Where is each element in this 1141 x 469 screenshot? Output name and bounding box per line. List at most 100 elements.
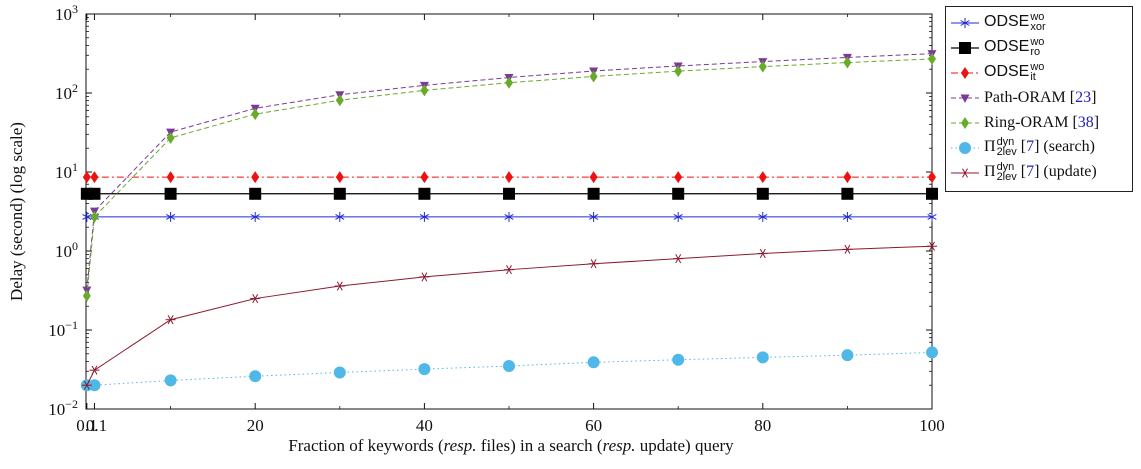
- x-tick-label: 0.1: [76, 416, 97, 435]
- data-point-it: [928, 171, 936, 184]
- legend-marker-ro: [959, 41, 971, 54]
- legend-marker-pi_search: [959, 141, 971, 154]
- data-point-xor: [673, 211, 683, 222]
- data-point-pi_update: [81, 380, 92, 390]
- data-point-xor: [250, 211, 260, 222]
- data-point-pi_search: [333, 366, 346, 379]
- data-point-pi_search: [88, 379, 101, 392]
- data-point-it: [420, 171, 429, 184]
- data-point-pi_update: [673, 254, 684, 264]
- data-point-pi_update: [165, 315, 176, 325]
- series-line-pi_update: [86, 245, 933, 386]
- data-point-ring: [758, 60, 767, 73]
- data-point-xor: [419, 211, 429, 222]
- data-point-pi_update: [504, 265, 514, 275]
- legend-swatch-path: [951, 94, 979, 103]
- series-it: [82, 171, 936, 184]
- legend-swatch-pi_search: [951, 141, 979, 154]
- x-tick-label: 40: [416, 416, 433, 435]
- data-point-it: [758, 171, 767, 184]
- x-tick-label: 100: [919, 416, 945, 435]
- data-point-pi_update: [588, 259, 599, 269]
- data-point-ring: [251, 108, 260, 121]
- data-point-ro: [418, 187, 431, 200]
- data-point-pi_update: [419, 272, 430, 282]
- x-tick-label: 20: [247, 416, 264, 435]
- legend-item-ring: Ring-ORAM [38]: [950, 110, 1128, 135]
- legend-marker-ring: [961, 116, 969, 129]
- data-point-pi_search: [164, 374, 177, 387]
- legend-swatch-ring: [951, 116, 979, 129]
- data-point-ring: [82, 289, 91, 302]
- y-tick-label: 10−1: [48, 318, 78, 340]
- legend-marker-pi_update: [960, 167, 970, 178]
- data-point-pi_search: [418, 363, 431, 376]
- data-point-xor: [758, 211, 768, 222]
- data-point-pi_search: [587, 356, 600, 369]
- data-point-pi_update: [842, 244, 853, 254]
- data-point-pi_update: [927, 241, 937, 251]
- y-tick-label: 10−2: [48, 397, 78, 419]
- data-point-ro: [503, 187, 515, 200]
- data-point-ro: [926, 187, 938, 200]
- legend-item-ro: ODSE wo ro: [950, 35, 1128, 60]
- legend-item-it: ODSE wo it: [950, 60, 1128, 85]
- data-point-ro: [756, 187, 769, 200]
- legend-swatch-it: [951, 66, 979, 79]
- data-point-ring: [420, 84, 429, 97]
- data-point-ro: [841, 187, 854, 200]
- data-point-pi_update: [250, 293, 261, 304]
- data-point-ring: [674, 65, 683, 78]
- data-point-ro: [672, 187, 685, 200]
- legend-swatch-pi_update: [951, 167, 979, 178]
- series-line-ring: [86, 58, 933, 296]
- data-point-it: [843, 171, 852, 184]
- data-point-it: [335, 171, 344, 184]
- data-point-ring: [843, 56, 852, 69]
- data-point-pi_search: [926, 346, 938, 359]
- series-xor: [82, 211, 937, 222]
- legend-label-it: ODSE wo it: [984, 61, 1045, 83]
- series-line-path: [86, 53, 933, 291]
- legend: ODSE wo xor ODSE wo ro ODSE wo it Path-ORAM [23] R…: [945, 6, 1133, 192]
- data-point-ring: [505, 76, 513, 89]
- series-ro: [80, 187, 938, 200]
- data-point-xor: [82, 211, 92, 222]
- data-point-xor: [842, 211, 852, 222]
- data-point-ring: [589, 70, 598, 83]
- series-ring: [82, 52, 936, 302]
- y-axis-label: Delay (second) (log scale): [7, 122, 26, 301]
- data-point-pi_update: [757, 248, 768, 259]
- data-point-xor: [589, 211, 599, 222]
- y-tick-label: 101: [55, 160, 78, 182]
- data-point-pi_search: [756, 351, 769, 364]
- data-point-ring: [90, 210, 99, 223]
- legend-marker-xor: [960, 17, 970, 28]
- data-point-ring: [166, 131, 175, 144]
- data-point-ro: [249, 187, 262, 200]
- data-point-pi_search: [672, 353, 685, 366]
- data-point-pi_search: [503, 360, 515, 373]
- legend-marker-it: [961, 66, 969, 79]
- x-tick-label: 80: [754, 416, 771, 435]
- data-point-xor: [504, 211, 514, 222]
- legend-swatch-ro: [951, 41, 979, 54]
- legend-label-path: Path-ORAM [23]: [984, 88, 1097, 106]
- legend-label-xor: ODSE wo xor: [984, 11, 1046, 33]
- data-point-pi_update: [334, 281, 345, 291]
- series-pi_search: [80, 346, 938, 392]
- data-point-it: [589, 171, 598, 184]
- data-point-it: [82, 171, 91, 184]
- data-point-xor: [335, 211, 345, 222]
- data-point-ring: [928, 52, 936, 65]
- data-point-ro: [88, 187, 101, 200]
- data-point-pi_search: [249, 370, 262, 383]
- data-point-it: [674, 171, 683, 184]
- data-point-pi_search: [841, 349, 854, 362]
- data-point-pi_update: [89, 365, 100, 375]
- data-point-ro: [333, 187, 346, 200]
- x-tick-label: 0.1: [86, 416, 107, 435]
